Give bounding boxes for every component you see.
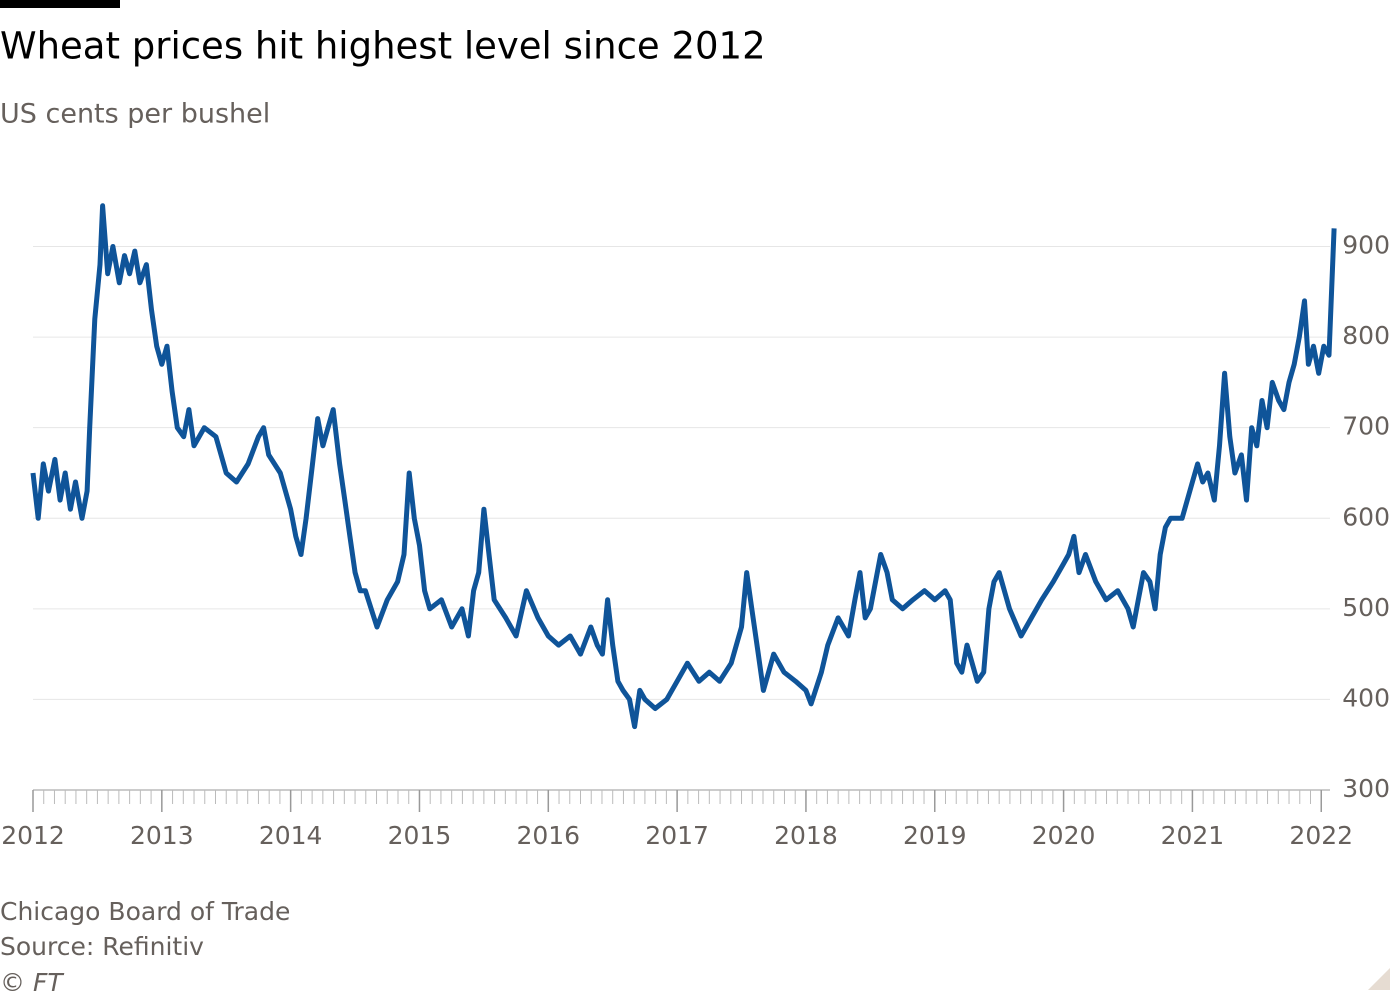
corner-mark (1368, 968, 1390, 990)
x-tick-label: 2013 (130, 821, 194, 850)
y-tick-label: 900 (1342, 231, 1390, 260)
x-tick-label: 2015 (388, 821, 452, 850)
x-tick-label: 2018 (774, 821, 838, 850)
x-tick-label: 2012 (1, 821, 65, 850)
brand-bar (0, 0, 120, 8)
y-tick-label: 600 (1342, 502, 1390, 531)
chart-subtitle: US cents per bushel (0, 99, 270, 130)
x-tick-label: 2022 (1289, 821, 1353, 850)
x-tick-label: 2016 (516, 821, 580, 850)
y-tick-label: 500 (1342, 593, 1390, 622)
y-tick-label: 300 (1342, 774, 1390, 803)
x-tick-label: 2017 (645, 821, 709, 850)
x-tick-label: 2021 (1161, 821, 1225, 850)
price-line (30, 203, 1337, 730)
source-note: Chicago Board of Trade (0, 897, 290, 926)
chart-title: Wheat prices hit highest level since 201… (0, 25, 766, 68)
x-tick-label: 2019 (903, 821, 967, 850)
x-tick-label: 2020 (1032, 821, 1096, 850)
y-tick-label: 700 (1342, 412, 1390, 441)
y-tick-label: 400 (1342, 683, 1390, 712)
source-note: Source: Refinitiv (0, 932, 204, 961)
copyright: © FT (0, 968, 64, 997)
y-tick-label: 800 (1342, 321, 1390, 350)
x-tick-label: 2014 (259, 821, 323, 850)
